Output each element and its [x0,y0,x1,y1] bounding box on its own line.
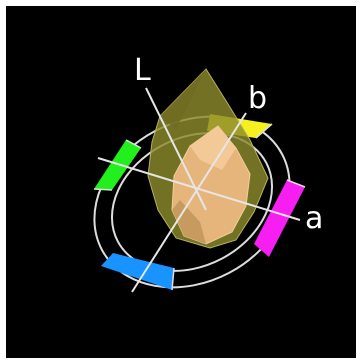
blue-hue-segment [101,253,174,290]
a-axis-line [97,157,301,221]
magenta-hue-segment [254,180,305,257]
l-axis-label: L [134,53,151,88]
inner-gamut-highlight [190,126,236,170]
outer-gamut-facet [160,69,206,130]
inner-gamut-shadow [172,200,206,244]
b-axis-line [131,112,247,293]
b-axis-label: b [248,81,267,116]
a-axis-label: a [305,201,323,236]
ring-spokes [93,123,306,291]
axes [97,87,301,293]
outer-ring-ellipse [93,115,291,289]
